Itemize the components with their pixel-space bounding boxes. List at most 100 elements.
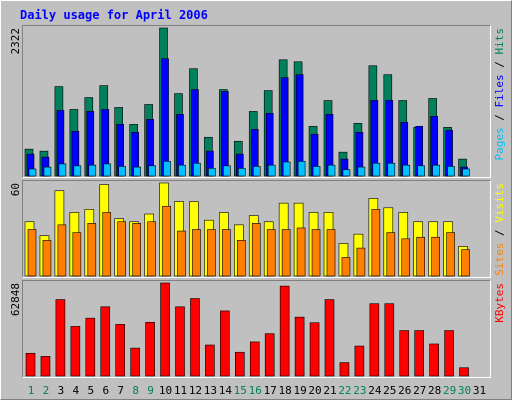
bar (294, 316, 305, 377)
legend: Sites / Visits (493, 183, 506, 276)
x-tick-label: 24 (368, 384, 382, 397)
bar (462, 168, 470, 177)
bar (192, 229, 201, 277)
bar (28, 168, 37, 177)
panel-edge-light (22, 25, 491, 178)
x-tick-label: 26 (398, 384, 411, 397)
panel-edge-dark (22, 25, 491, 178)
x-tick-label: 12 (189, 384, 202, 397)
x-tick-label: 23 (353, 384, 366, 397)
bar (312, 166, 321, 177)
bar (357, 166, 366, 177)
bar (130, 347, 140, 377)
bar (103, 163, 112, 177)
bar (55, 299, 66, 377)
legend-entry: Visits (493, 183, 506, 223)
x-tick-label: 28 (428, 384, 441, 397)
bar (295, 74, 304, 177)
bar (416, 236, 426, 277)
bar (387, 162, 396, 177)
bar (369, 303, 380, 377)
x-tick-label: 27 (413, 384, 426, 397)
bar (296, 227, 306, 277)
bar (384, 303, 395, 377)
bar (190, 298, 200, 377)
bar (58, 163, 67, 177)
bar (280, 77, 289, 177)
bar (25, 352, 36, 377)
legend-entry: Hits (493, 28, 506, 55)
x-tick-label: 6 (102, 384, 109, 397)
bar (281, 229, 291, 277)
legend: KBytes (493, 283, 506, 323)
bar (326, 229, 336, 277)
bar (431, 236, 440, 277)
bar (252, 166, 261, 177)
bar (223, 165, 231, 177)
bar (222, 229, 231, 277)
bar (148, 165, 156, 177)
legend: Pages / Files / Hits (493, 28, 506, 161)
bar (399, 330, 410, 377)
y-tick-label: 60 (9, 183, 22, 196)
bar (133, 166, 141, 177)
bar (417, 165, 426, 177)
bar (145, 321, 155, 377)
bar (163, 161, 171, 177)
bar (249, 341, 260, 377)
x-tick-label: 5 (87, 384, 94, 397)
x-tick-label: 4 (73, 384, 80, 397)
bar (324, 299, 335, 377)
bar (117, 221, 126, 277)
legend-separator: / (493, 108, 506, 128)
bar (342, 169, 351, 177)
bar (43, 166, 52, 177)
bar (444, 330, 454, 377)
bar (27, 229, 37, 277)
bar (341, 257, 351, 277)
bar (132, 223, 141, 277)
bar (87, 223, 97, 277)
x-tick-label: 10 (159, 384, 172, 397)
bar (147, 221, 156, 277)
legend-entry: KBytes (493, 283, 506, 323)
bar (73, 165, 82, 177)
panel-edge-dark (22, 180, 491, 278)
bar (264, 333, 275, 377)
legend-separator: / (493, 55, 506, 75)
legend-entry: Pages (493, 127, 506, 160)
x-tick-label: 1 (28, 384, 35, 397)
bar (297, 161, 306, 177)
x-tick-label: 8 (132, 384, 139, 397)
bar (177, 230, 186, 277)
bar (85, 317, 96, 377)
x-tick-label: 29 (443, 384, 456, 397)
panel-edge-light (22, 280, 491, 378)
x-tick-label: 19 (293, 384, 306, 397)
x-tick-label: 15 (234, 384, 247, 397)
bar (339, 362, 350, 377)
bar (401, 238, 411, 277)
x-tick-label: 31 (473, 384, 486, 397)
bar (279, 285, 290, 377)
x-tick-label: 17 (264, 384, 277, 397)
bar (447, 166, 455, 177)
x-tick-label: 3 (58, 384, 65, 397)
panel-edge-light (22, 180, 491, 278)
bar (429, 343, 439, 377)
y-tick-label: 2322 (9, 28, 22, 55)
legend-entry: Files (493, 74, 506, 107)
bar (100, 306, 111, 377)
bar (446, 232, 455, 277)
bar (461, 249, 470, 277)
x-tick-label: 20 (308, 384, 321, 397)
x-tick-label: 22 (338, 384, 351, 397)
x-tick-label: 11 (174, 384, 187, 397)
bar (459, 367, 469, 377)
bar (193, 162, 201, 177)
x-tick-label: 18 (279, 384, 292, 397)
bar (70, 326, 81, 377)
bar (161, 58, 169, 177)
